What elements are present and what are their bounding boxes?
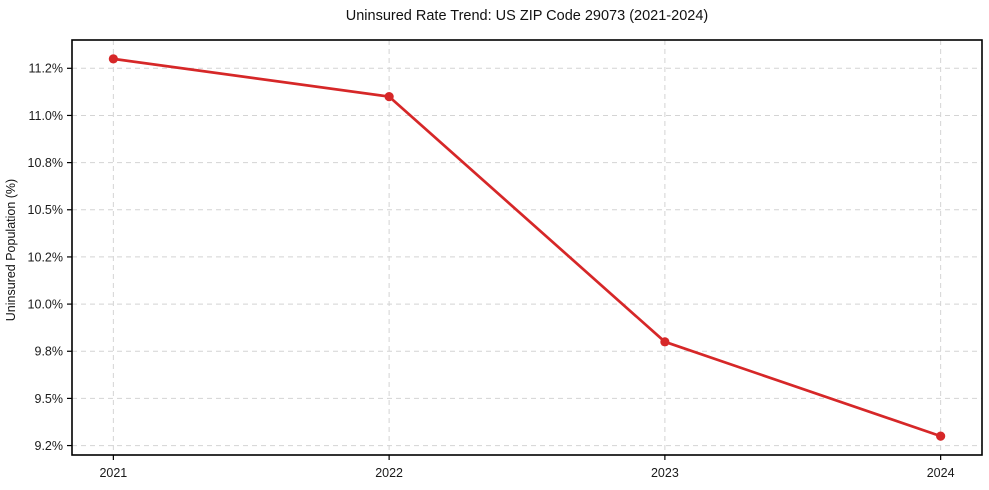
y-tick-label: 10.2% <box>28 250 63 264</box>
y-tick-label: 10.5% <box>28 203 63 217</box>
data-point-2022 <box>385 92 394 101</box>
x-tick-label: 2024 <box>927 466 955 480</box>
y-tick-label: 9.5% <box>35 392 64 406</box>
y-tick-label: 10.8% <box>28 156 63 170</box>
plot-area: 9.2% 9.5% 9.8% 10.0% 10.2% 10.5% 10.8% 11.0% 11.… <box>0 0 989 490</box>
y-tick-label: 10.0% <box>28 297 63 311</box>
x-tick-label: 2023 <box>651 466 679 480</box>
data-point-2023 <box>660 337 669 346</box>
axes-spines <box>72 40 982 455</box>
y-tick-label: 11.2% <box>28 62 63 76</box>
data-point-2021 <box>109 54 118 63</box>
chart-figure: Uninsured Rate Trend: US ZIP Code 29073 … <box>0 0 989 490</box>
y-tick-label: 9.2% <box>35 439 64 453</box>
x-tick-label: 2022 <box>375 466 403 480</box>
y-tick-label: 11.0% <box>28 109 63 123</box>
data-point-2024 <box>936 432 945 441</box>
x-tick-label: 2021 <box>99 466 127 480</box>
y-tick-label: 9.8% <box>35 345 64 359</box>
